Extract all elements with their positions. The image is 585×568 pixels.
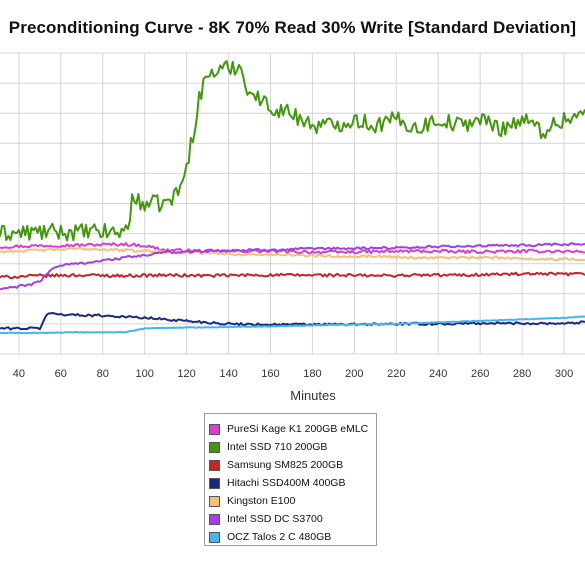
x-tick-label: 300	[555, 368, 573, 380]
series-line-intel-ssd-dc-s3700	[0, 242, 585, 291]
x-tick-label: 260	[471, 368, 489, 380]
x-axis-label: Minutes	[290, 388, 336, 403]
legend-items: PureSi Kage K1 200GB eMLC Intel SSD 710 2…	[209, 420, 376, 546]
legend-label: Kingston E100	[227, 495, 296, 507]
legend-label: Intel SSD 710 200GB	[227, 441, 328, 453]
legend-swatch	[209, 513, 220, 525]
x-tick-label: 100	[135, 368, 153, 380]
legend-item: PureSi Kage K1 200GB eMLC	[209, 420, 376, 438]
legend-item: OCZ Talos 2 C 480GB	[209, 528, 376, 546]
series-layer	[0, 60, 585, 335]
legend-label: PureSi Kage K1 200GB eMLC	[227, 423, 369, 435]
legend-item: Samsung SM825 200GB	[209, 456, 376, 474]
legend: PureSi Kage K1 200GB eMLC Intel SSD 710 2…	[204, 413, 377, 546]
x-tick-label: 280	[513, 368, 531, 380]
legend-label: Samsung SM825 200GB	[227, 459, 344, 471]
x-tick-label: 220	[387, 368, 405, 380]
x-tick-label: 180	[303, 368, 321, 380]
legend-swatch	[209, 423, 220, 435]
x-tick-label: 160	[261, 368, 279, 380]
series-line-hitachi-ssd400m-400gb	[0, 312, 585, 331]
x-tick-label: 140	[219, 368, 237, 380]
grid-lines	[0, 52, 585, 355]
legend-item: Intel SSD DC S3700	[209, 510, 376, 528]
chart-title: Preconditioning Curve - 8K 70% Read 30% …	[8, 18, 577, 37]
series-line-ocz-talos-2-c-480gb	[0, 315, 585, 335]
x-tick-label: 60	[55, 368, 67, 380]
legend-label: Hitachi SSD400M 400GB	[227, 477, 346, 489]
x-axis: 40 60 80 100 120 140 160 180 200 220 240 260 280 300	[13, 368, 573, 380]
legend-swatch	[209, 495, 220, 507]
legend-label: OCZ Talos 2 C 480GB	[227, 531, 332, 543]
legend-swatch	[209, 531, 220, 543]
series-line-intel-ssd-710-200gb	[0, 60, 585, 242]
x-tick-label: 240	[429, 368, 447, 380]
x-tick-label: 40	[13, 368, 25, 380]
legend-item: Hitachi SSD400M 400GB	[209, 474, 376, 492]
legend-swatch	[209, 477, 220, 489]
x-tick-label: 80	[97, 368, 109, 380]
series-line-kingston-e100	[0, 246, 585, 262]
legend-label: Intel SSD DC S3700	[227, 513, 323, 525]
series-line-puresi-kage-k1-200gb-emlc	[0, 242, 585, 255]
legend-item: Intel SSD 710 200GB	[209, 438, 376, 456]
series-line-samsung-sm825-200gb	[0, 271, 585, 280]
legend-swatch	[209, 441, 220, 453]
x-tick-label: 120	[177, 368, 195, 380]
legend-item: Kingston E100	[209, 492, 376, 510]
legend-swatch	[209, 459, 220, 471]
x-tick-label: 200	[345, 368, 363, 380]
